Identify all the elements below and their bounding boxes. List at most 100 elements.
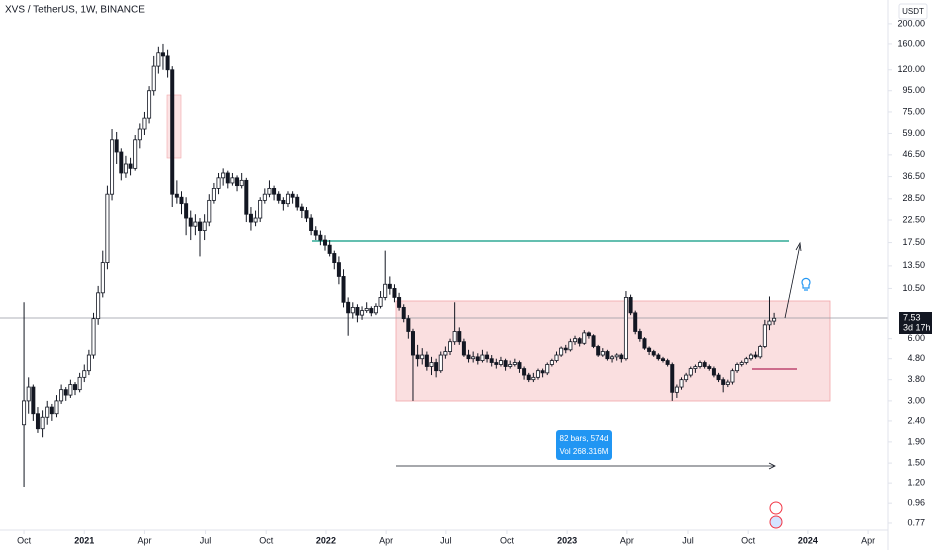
candle-body xyxy=(35,413,40,430)
candle-body xyxy=(142,117,147,130)
candle-body xyxy=(137,128,142,141)
y-tick-label: 1.20 xyxy=(907,478,925,488)
candle-body xyxy=(744,358,749,363)
candle-body xyxy=(77,376,82,391)
y-tick-label: 6.00 xyxy=(907,333,925,343)
event-icon[interactable] xyxy=(769,501,783,515)
candle-body xyxy=(73,384,78,391)
candle-body xyxy=(179,196,184,205)
candle-body xyxy=(373,305,378,314)
candle-body xyxy=(549,360,554,365)
candle-body xyxy=(285,193,290,205)
candle-body xyxy=(299,206,304,211)
candle-body xyxy=(128,163,133,169)
candle-body xyxy=(605,351,610,360)
x-tick-label: Oct xyxy=(500,535,515,545)
y-tick-label: 95.00 xyxy=(902,85,925,95)
candle-body xyxy=(202,221,207,231)
x-tick-label: Jul xyxy=(682,535,694,545)
x-tick-label: Apr xyxy=(137,535,151,545)
candle-body xyxy=(739,362,744,365)
candle-body xyxy=(133,139,138,169)
candle-body xyxy=(170,69,175,195)
candle-body xyxy=(665,360,670,365)
candle-body xyxy=(748,354,753,360)
countdown: 3d 17h xyxy=(903,322,931,332)
x-tick-label: Oct xyxy=(741,535,756,545)
candle-body xyxy=(707,366,712,369)
candle-body xyxy=(239,179,244,187)
candle-body xyxy=(105,193,110,264)
x-tick-label: 2023 xyxy=(557,535,577,545)
y-tick-label: 17.50 xyxy=(902,237,925,247)
candle-body xyxy=(304,210,309,219)
candle-body xyxy=(438,354,443,372)
measure-box xyxy=(556,430,612,460)
candle-body xyxy=(688,368,693,376)
candle-body xyxy=(540,370,545,374)
candle-body xyxy=(415,354,420,360)
candle-body xyxy=(96,292,101,320)
candle-body xyxy=(633,312,638,332)
candle-body xyxy=(383,283,388,298)
candle-body xyxy=(281,199,286,205)
candle-body xyxy=(623,297,628,360)
candle-body xyxy=(758,346,763,358)
candle-body xyxy=(466,354,471,360)
candle-body xyxy=(600,351,605,356)
candle-body xyxy=(221,172,226,179)
last-price: 7.53 xyxy=(903,312,921,322)
candle-body xyxy=(772,317,777,322)
candle-body xyxy=(591,335,596,347)
y-tick-label: 13.50 xyxy=(902,260,925,270)
candle-body xyxy=(45,406,50,418)
candle-body xyxy=(410,331,415,356)
candle-body xyxy=(258,199,263,219)
y-tick-label: 10.50 xyxy=(902,283,925,293)
candle-body xyxy=(485,354,490,360)
y-tick-label: 0.96 xyxy=(907,498,925,508)
candle-body xyxy=(323,239,328,246)
candle-body xyxy=(573,338,578,343)
candle-body xyxy=(225,172,230,184)
candle-body xyxy=(341,276,346,303)
candle-body xyxy=(628,297,633,314)
y-tick-label: 160.00 xyxy=(897,38,925,48)
candle-body xyxy=(49,406,54,415)
candle-body xyxy=(702,362,707,367)
candle-body xyxy=(262,193,267,201)
candle-body xyxy=(526,374,531,381)
candle-body xyxy=(498,360,503,365)
candle-body xyxy=(378,297,383,307)
candle-body xyxy=(235,177,240,187)
measure-volume: Vol 268.316M xyxy=(560,447,609,456)
candle-body xyxy=(471,356,476,360)
candle-body xyxy=(350,307,355,314)
y-tick-label: 120.00 xyxy=(897,64,925,74)
candle-body xyxy=(461,341,466,356)
flag-icon[interactable] xyxy=(769,515,783,529)
currency-box[interactable] xyxy=(898,3,928,20)
candle-body xyxy=(730,370,735,383)
candle-body xyxy=(364,308,369,312)
arrow-head xyxy=(768,462,776,470)
candle-body xyxy=(489,358,494,363)
candle-body xyxy=(670,364,675,393)
idea-icon[interactable] xyxy=(801,277,811,291)
candle-body xyxy=(434,362,439,372)
candle-body xyxy=(63,389,68,396)
candle-body xyxy=(517,362,522,369)
x-tick-label: 2022 xyxy=(316,535,336,545)
candle-body xyxy=(619,354,624,360)
y-tick-label: 3.00 xyxy=(907,395,925,405)
candle-body xyxy=(614,354,619,358)
candle-body xyxy=(735,364,740,372)
candle-body xyxy=(346,301,351,314)
candle-body xyxy=(355,307,360,316)
candle-body xyxy=(610,356,615,360)
arrow-head xyxy=(795,241,802,252)
y-tick-label: 200.00 xyxy=(897,18,925,28)
candle-body xyxy=(123,163,128,174)
